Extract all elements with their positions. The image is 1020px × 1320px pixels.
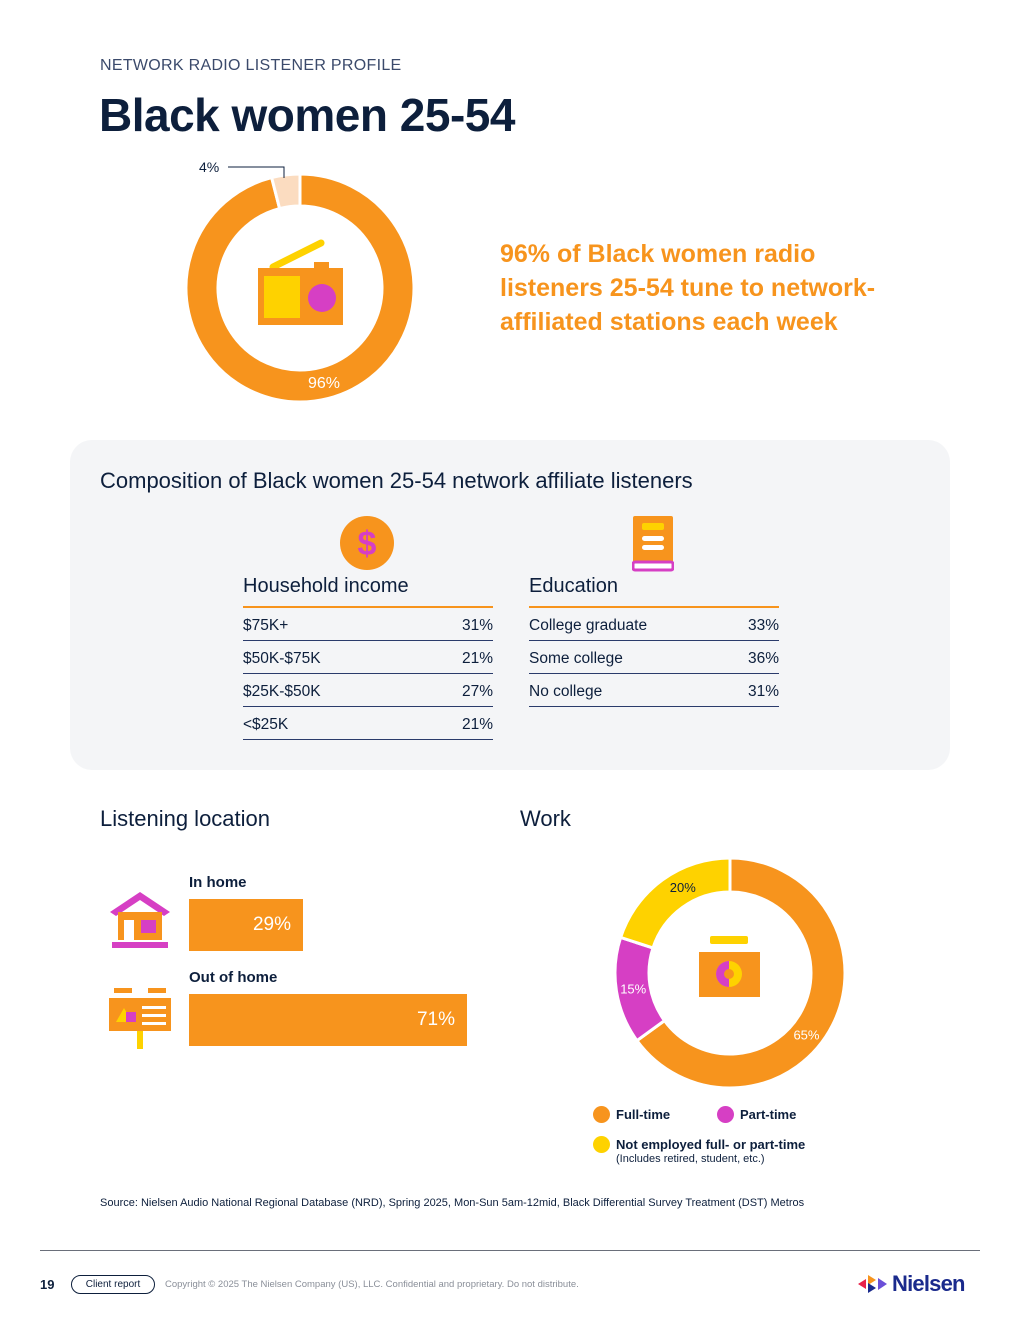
bar: 29% [189, 899, 303, 951]
education-table: Education College graduate 33% Some colle… [529, 575, 779, 707]
row-value: 31% [747, 682, 779, 700]
bar-label: In home [189, 874, 247, 891]
income-rows: $75K+ 31% $50K-$75K 21% $25K-$50K 27% <$25K… [243, 606, 493, 740]
source-note: Source: Nielsen Audio National Regional … [100, 1197, 805, 1209]
table-row: <$25K 21% [243, 707, 493, 740]
hero-small-slice-label: 4% [199, 159, 219, 175]
dollar-coin-icon: $ [340, 516, 394, 570]
page-title: Black women 25-54 [99, 89, 515, 141]
income-table: Household income $75K+ 31% $50K-$75K 21% $… [243, 575, 493, 740]
nielsen-logo: Nielsen [858, 1271, 965, 1297]
row-value: 31% [461, 616, 493, 634]
donut-slice-label: 65% [793, 1027, 819, 1042]
legend-swatch [593, 1136, 610, 1153]
legend-sub-label: (Includes retired, student, etc.) [616, 1153, 765, 1165]
donut-slice-label: 20% [670, 880, 696, 895]
row-label: <$25K [243, 715, 289, 733]
hero-donut-chart: 4% 96% [184, 159, 416, 404]
table-row: No college 31% [529, 674, 779, 707]
legend-swatch [593, 1106, 610, 1123]
nielsen-logo-text: Nielsen [892, 1271, 965, 1296]
composition-title: Composition of Black women 25-54 network… [100, 468, 693, 493]
footer-divider [40, 1250, 980, 1251]
table-row: $25K-$50K 27% [243, 674, 493, 707]
hero-large-slice-label: 96% [308, 375, 340, 392]
legend-not-employed: Not employed full- or part-time (Include… [593, 1136, 806, 1165]
row-label: $50K-$75K [243, 649, 321, 667]
page-number: 19 [40, 1277, 55, 1292]
table-row: $75K+ 31% [243, 608, 493, 641]
eyebrow-label: NETWORK RADIO LISTENER PROFILE [100, 57, 402, 74]
row-value: 21% [461, 715, 493, 733]
work-heading: Work [520, 806, 571, 831]
bar-value-label: 29% [252, 914, 291, 935]
legend-label: Full-time [616, 1107, 671, 1122]
education-rule [529, 606, 779, 608]
hero-headline: 96% of Black women radio listeners 25-54… [500, 240, 876, 336]
svg-text:$: $ [358, 525, 377, 563]
radio-icon [258, 239, 343, 325]
row-value: 36% [747, 649, 779, 667]
row-value: 27% [461, 682, 493, 700]
composition-panel [70, 440, 950, 770]
briefcase-icon [699, 936, 760, 997]
house-icon [110, 892, 170, 948]
income-rule [243, 606, 493, 608]
row-label: $75K+ [243, 616, 289, 634]
client-report-badge: Client report [71, 1275, 155, 1294]
listening-heading: Listening location [100, 806, 271, 831]
copyright-text: Copyright © 2025 The Nielsen Company (US… [165, 1279, 579, 1290]
donut-slice-not-employed [618, 856, 732, 950]
legend-label: Part-time [740, 1107, 797, 1122]
work-donut-chart: 65% 15% 20% [613, 856, 847, 1090]
hero-donut-slices [184, 172, 416, 404]
row-label: No college [529, 682, 603, 700]
work-donut-slices: 65% 15% 20% [613, 856, 847, 1090]
nielsen-logo-mark [858, 1275, 887, 1293]
legend-swatch [717, 1106, 734, 1123]
row-label: $25K-$50K [243, 682, 321, 700]
education-heading: Education [529, 575, 618, 597]
billboard-icon [109, 988, 171, 1049]
donut-slice-full-time [634, 856, 847, 1090]
income-heading: Household income [243, 575, 409, 597]
bar-label: Out of home [189, 969, 278, 986]
education-rows: College graduate 33% Some college 36% No c… [529, 606, 779, 707]
row-value: 21% [461, 649, 493, 667]
legend-part-time: Part-time [717, 1106, 797, 1123]
bar: 71% [189, 994, 467, 1046]
row-label: College graduate [529, 616, 648, 634]
row-label: Some college [529, 649, 623, 667]
row-value: 33% [747, 616, 779, 634]
donut-slice-label: 15% [620, 981, 646, 996]
table-row: $50K-$75K 21% [243, 641, 493, 674]
legend-full-time: Full-time [593, 1106, 671, 1123]
book-icon [632, 516, 674, 572]
donut-slice-minor [269, 172, 302, 211]
bar-value-label: 71% [416, 1009, 455, 1030]
table-row: College graduate 33% [529, 608, 779, 641]
leader-line [228, 166, 285, 178]
table-row: Some college 36% [529, 641, 779, 674]
donut-slice-main [184, 172, 416, 404]
legend-label: Not employed full- or part-time [616, 1137, 806, 1152]
